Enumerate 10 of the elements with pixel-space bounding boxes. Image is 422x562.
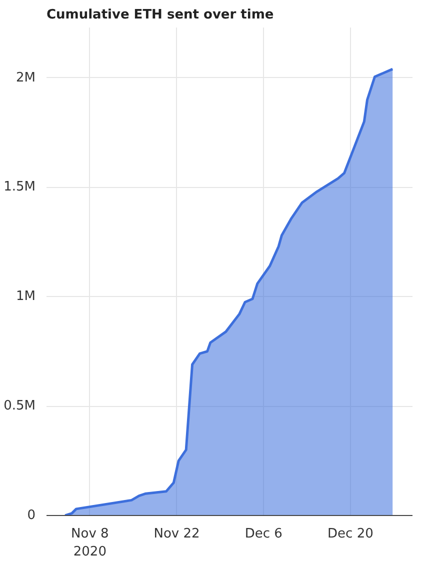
x-tick-label: Nov 8 2020 [71,526,109,560]
chart-title: Cumulative ETH sent over time [46,8,274,22]
x-tick-label: Nov 22 [154,526,200,542]
y-tick-label: 0.5M [4,398,36,414]
y-tick-label: 1M [16,289,36,304]
y-tick-label: 1.5M [4,180,36,195]
x-tick-label: Dec 20 [328,526,374,542]
y-tick-label: 2M [16,70,36,86]
y-tick-label: 0 [27,508,36,523]
x-tick-label: Dec 6 [244,526,282,542]
